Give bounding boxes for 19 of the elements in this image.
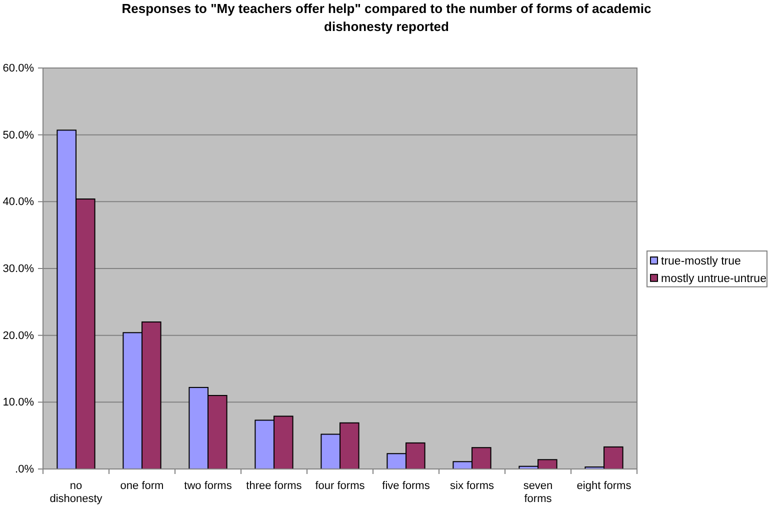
y-tick-label: 60.0% [2, 62, 34, 75]
y-tick-label: 20.0% [2, 330, 34, 342]
y-tick-label: 50.0% [2, 129, 34, 142]
x-tick-label: four forms [315, 480, 366, 492]
x-tick-label: five forms [382, 480, 430, 492]
chart-title: Responses to "My teachers offer help" compared to the number of forms of academic dishonesty reported [122, 1, 652, 34]
legend-label: mostly untrue-untrue [661, 272, 766, 285]
y-tick-label: 30.0% [2, 263, 34, 276]
x-tick-label: three forms [246, 480, 302, 492]
x-tick-label: one form [120, 480, 164, 492]
x-tick-label: two forms [184, 480, 232, 492]
legend-label: true-mostly true [661, 256, 741, 268]
x-tick-label: six forms [450, 480, 494, 492]
y-tick-label: 40.0% [2, 196, 34, 208]
y-tick-label: .0% [15, 464, 34, 476]
x-tick-label: no dishonesty [50, 480, 103, 505]
x-tick-label: seven forms [523, 480, 553, 505]
y-tick-label: 10.0% [2, 396, 34, 409]
x-tick-label: eight forms [576, 480, 632, 492]
